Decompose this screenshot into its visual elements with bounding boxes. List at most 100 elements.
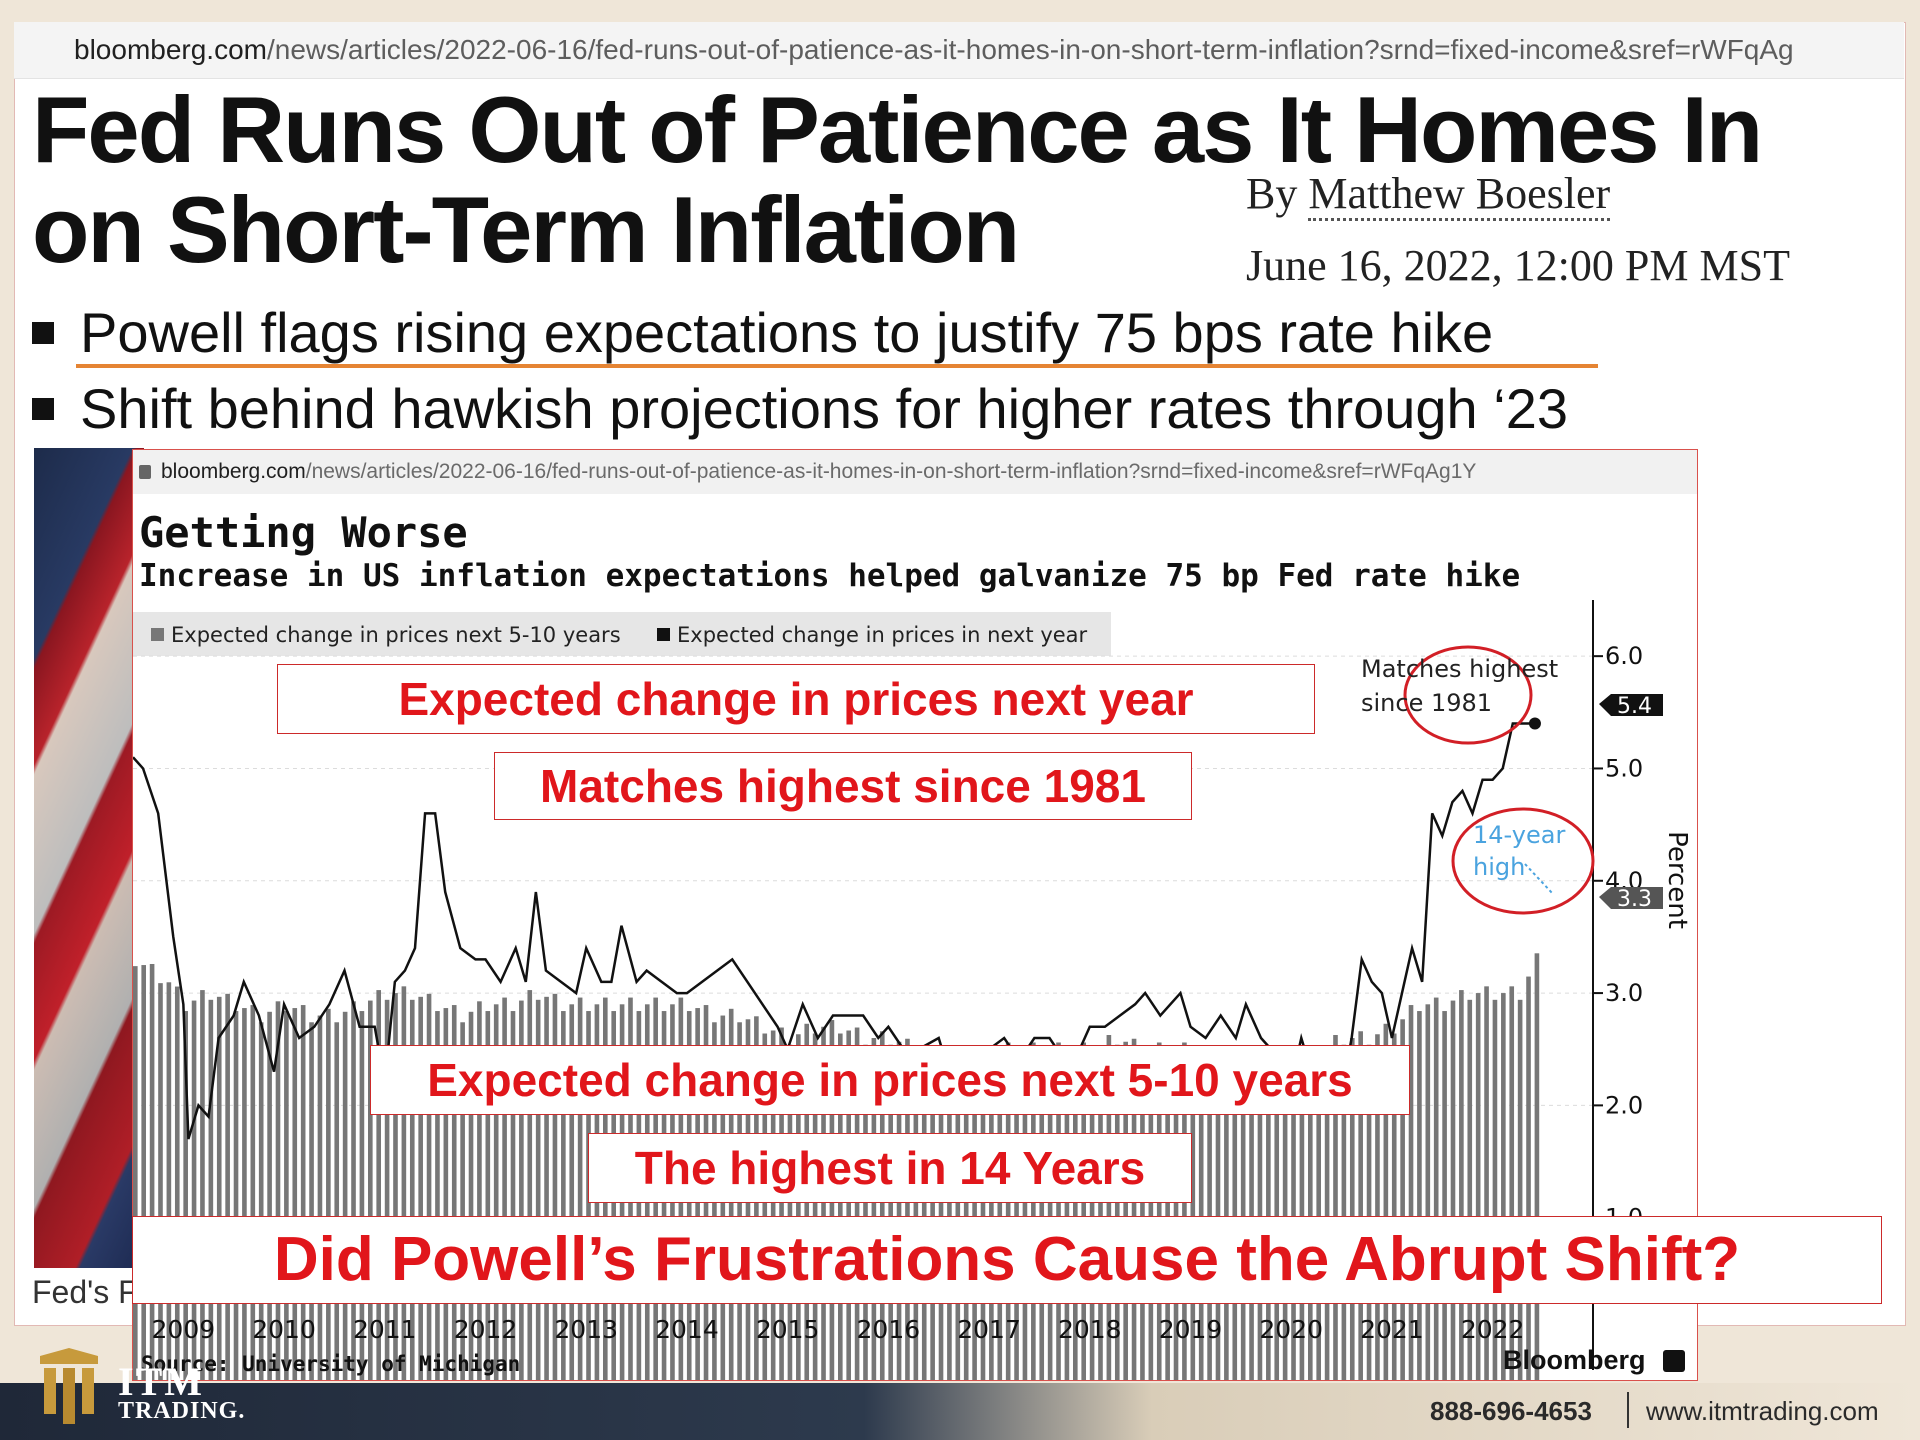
chart-url-bar[interactable]: bloomberg.com/news/articles/2022-06-16/f…: [133, 450, 1697, 494]
footer-bar: [0, 1383, 1920, 1440]
bar-5-10-years: [460, 1022, 465, 1380]
bar-5-10-years: [1526, 976, 1531, 1380]
bullet-item: Shift behind hawkish projections for hig…: [32, 376, 1568, 441]
bullet-item: Powell flags rising expectations to just…: [32, 300, 1493, 365]
bar-5-10-years: [409, 999, 415, 1380]
bar-5-10-years: [300, 1005, 306, 1380]
bar-5-10-years: [493, 1004, 499, 1380]
annotation-text-1981-line2: since 1981: [1361, 689, 1492, 717]
bar-5-10-years: [351, 1001, 356, 1380]
bar-5-10-years: [368, 1000, 373, 1380]
bar-5-10-years: [1391, 1033, 1397, 1380]
bar-5-10-years: [905, 1038, 910, 1380]
bar-5-10-years: [1484, 986, 1489, 1380]
bar-5-10-years: [443, 1008, 449, 1380]
bar-5-10-years: [1534, 953, 1540, 1380]
itm-logo-icon: [40, 1348, 98, 1424]
bar-5-10-years: [519, 1000, 524, 1380]
bar-5-10-years: [250, 1005, 256, 1380]
bar-5-10-years: [242, 1008, 247, 1380]
bar-5-10-years: [1123, 1041, 1128, 1380]
byline-prefix: By: [1246, 169, 1298, 218]
bar-5-10-years: [1375, 1034, 1380, 1380]
bar-5-10-years: [561, 1011, 566, 1380]
bar-5-10-years: [393, 993, 398, 1380]
bar-5-10-years: [1073, 1049, 1078, 1380]
bar-5-10-years: [267, 1011, 272, 1380]
callout-next-year: Expected change in prices next year: [277, 664, 1315, 734]
bar-5-10-years: [342, 1011, 348, 1380]
bar-5-10-years: [191, 1000, 197, 1380]
y-axis-label: Percent: [1662, 831, 1692, 929]
bar-5-10-years: [317, 1015, 323, 1380]
bar-5-10-years: [577, 997, 583, 1380]
bar-5-10-years: [1056, 1042, 1061, 1380]
legend-swatch-next-year: [657, 628, 670, 641]
bar-5-10-years: [1106, 1035, 1112, 1380]
bar-5-10-years: [527, 990, 533, 1380]
x-tick-label: 2010: [252, 1315, 316, 1344]
bullet-square-icon: [32, 322, 54, 345]
bar-5-10-years: [502, 997, 507, 1380]
bar-5-10-years: [1509, 986, 1515, 1380]
bar-5-10-years: [552, 993, 558, 1380]
x-tick-label: 2021: [1360, 1315, 1424, 1344]
byline: By Matthew Boesler: [1246, 168, 1611, 221]
bar-5-10-years: [233, 1011, 239, 1380]
chart-subtitle: Increase in US inflation expectations he…: [139, 558, 1521, 594]
bar-5-10-years: [1408, 1005, 1414, 1380]
bar-5-10-years: [1114, 1044, 1120, 1380]
bar-5-10-years: [854, 1027, 860, 1380]
bar-5-10-years: [133, 966, 138, 1380]
bar-5-10-years: [1517, 999, 1523, 1380]
callout-five-ten-years: Expected change in prices next 5-10 year…: [370, 1045, 1410, 1115]
bar-5-10-years: [1366, 1044, 1372, 1380]
bar-5-10-years: [544, 996, 549, 1380]
legend-box: [133, 612, 1111, 656]
bar-5-10-years: [1433, 997, 1439, 1380]
bar-5-10-years: [451, 1005, 457, 1380]
bar-5-10-years: [1173, 1049, 1179, 1380]
bar-5-10-years: [376, 990, 382, 1380]
legend-swatch-5-10: [151, 628, 164, 641]
chart-url-host: bloomberg.com: [161, 460, 306, 483]
bar-5-10-years: [1341, 1044, 1347, 1380]
bar-5-10-years: [1182, 1042, 1187, 1380]
bar-5-10-years: [1005, 1042, 1011, 1380]
bar-5-10-years: [1442, 1011, 1447, 1380]
article-url-host: bloomberg.com: [74, 34, 267, 65]
bar-5-10-years: [1349, 1038, 1355, 1380]
footer-phone[interactable]: 888-696-4653: [1430, 1396, 1592, 1426]
bar-5-10-years: [1022, 1049, 1028, 1380]
last-value-5-4: 5.4: [1617, 694, 1652, 719]
bar-5-10-years: [787, 1044, 793, 1380]
chart-title: Getting Worse: [139, 508, 468, 557]
headline-line-2: on Short-Term Inflation: [32, 177, 1020, 282]
last-value-tag-next-year: 5.4: [1599, 694, 1663, 719]
bar-5-10-years: [871, 1038, 877, 1380]
article-url-path: /news/articles/2022-06-16/fed-runs-out-o…: [266, 34, 1794, 65]
bar-5-10-years: [1459, 990, 1464, 1380]
bar-5-10-years: [1333, 1035, 1338, 1380]
chart-source: Source: University of Michigan: [141, 1352, 520, 1376]
y-axis: 6.05.04.03.02.01.0: [1592, 600, 1643, 1370]
article-url-bar[interactable]: bloomberg.com/news/articles/2022-06-16/f…: [14, 22, 1904, 79]
annotation-text-14-year-line1: 14-year: [1473, 821, 1565, 849]
x-tick-label: 2017: [957, 1315, 1021, 1344]
bar-5-10-years: [863, 1044, 868, 1380]
x-tick-label: 2011: [353, 1315, 417, 1344]
bar-5-10-years: [426, 993, 432, 1380]
lock-icon: [139, 465, 151, 480]
bloomberg-logo-icon: [1663, 1350, 1685, 1372]
bar-5-10-years: [888, 1044, 893, 1380]
bar-5-10-years: [435, 1011, 440, 1380]
bar-5-10-years: [149, 963, 155, 1380]
author-link[interactable]: Matthew Boesler: [1308, 169, 1611, 221]
bar-5-10-years: [477, 1001, 482, 1380]
photo-caption: Fed's F: [32, 1274, 138, 1310]
bar-5-10-years: [1207, 1049, 1212, 1380]
bar-5-10-years: [1425, 1004, 1431, 1380]
footer-website[interactable]: www.itmtrading.com: [1646, 1396, 1879, 1426]
x-tick-label: 2013: [554, 1315, 618, 1344]
bar-5-10-years: [166, 982, 172, 1380]
